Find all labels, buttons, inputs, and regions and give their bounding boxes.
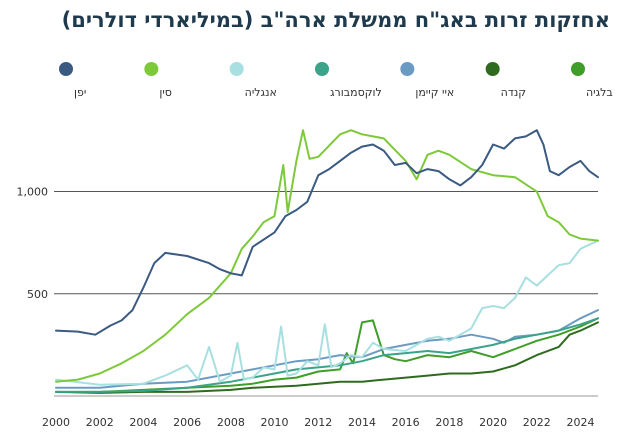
series-line [55,239,599,386]
x-tick-label: 2016 [392,416,420,429]
legend-item: לוקסמבורג [315,62,382,99]
legend-swatch [400,62,415,76]
series-line [55,321,599,394]
legend: יפן סין אנגליה לוקסמבורג איי קיימן קנדה בלגיה [59,62,613,99]
x-tick-label: 2006 [173,416,201,429]
legend-label: בלגיה [586,86,613,99]
grid [54,191,598,397]
legend-label: אנגליה [245,86,277,99]
x-tick-label: 2002 [86,416,114,429]
y-tick-label: 500 [27,288,48,301]
legend-label: לוקסמבורג [330,86,382,99]
chart-title: אחזקות זרות באג"ח ממשלת ארה"ב (במיליארדי… [61,8,610,32]
series-lines [55,129,599,394]
legend-swatch [144,62,159,76]
legend-item: אנגליה [229,62,277,99]
x-tick-label: 2022 [523,416,551,429]
legend-label: סין [159,86,172,99]
legend-swatch [571,62,585,76]
series-line [55,317,599,393]
legend-item: קנדה [485,62,526,99]
legend-item: איי קיימן [400,62,454,99]
legend-item: יפן [59,62,86,99]
legend-swatch [229,62,244,76]
x-tick-label: 2014 [348,416,376,429]
legend-item: סין [144,62,172,99]
x-tick-label: 2024 [567,416,595,429]
y-axis: 500 1,000 [17,186,49,301]
x-tick-label: 2018 [435,416,463,429]
series-line [55,317,599,393]
legend-swatch [485,62,500,76]
series-line [55,129,599,383]
legend-swatch [59,62,73,76]
x-tick-label: 2008 [217,416,245,429]
x-tick-label: 2020 [479,416,507,429]
x-tick-label: 2000 [42,416,70,429]
x-tick-label: 2010 [261,416,289,429]
y-tick-label: 1,000 [17,186,49,199]
legend-item: בלגיה [571,62,613,99]
x-tick-label: 2012 [304,416,332,429]
legend-label: איי קיימן [415,86,454,99]
series-line [55,129,599,336]
legend-label: יפן [74,86,86,99]
x-axis: 2000 2002 2004 2006 2008 2010 2012 2014 2016 2018… [42,416,595,429]
legend-label: קנדה [501,86,526,99]
legend-swatch [315,62,329,76]
x-tick-label: 2004 [129,416,157,429]
